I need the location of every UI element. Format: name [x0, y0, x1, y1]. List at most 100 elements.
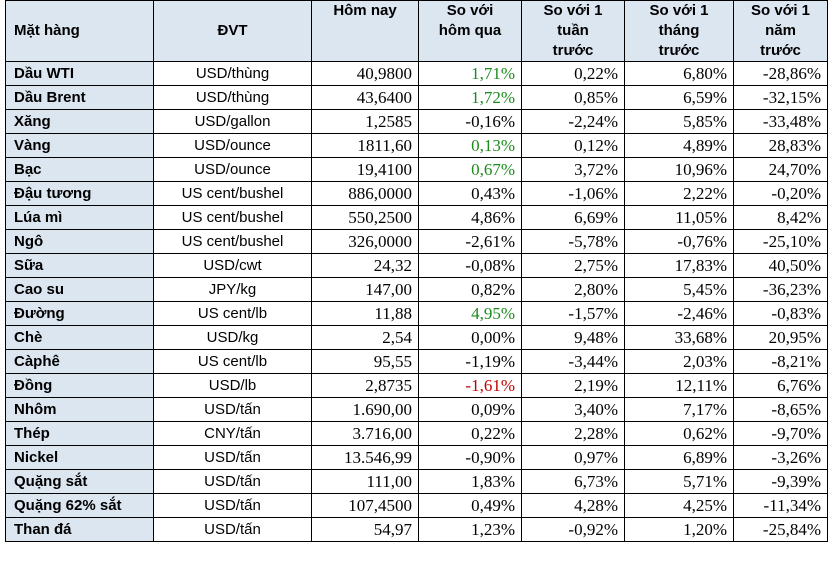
change-day-cell: 1,23% — [418, 517, 522, 542]
item-name-cell: Dầu WTI — [5, 61, 154, 86]
change-year-cell: -8,21% — [733, 349, 828, 374]
table-row: Ngô US cent/bushel 326,0000 -2,61% -5,78% -0,… — [5, 229, 828, 254]
table-row: Dầu WTI USD/thùng 40,9800 1,71% 0,22% 6,80% -2… — [5, 61, 828, 86]
unit-cell: USD/lb — [153, 373, 312, 398]
table-row: Vàng USD/ounce 1811,60 0,13% 0,12% 4,89% 28,83… — [5, 133, 828, 158]
change-month-cell: -0,76% — [624, 229, 734, 254]
header-item: Mặt hàng — [5, 0, 154, 62]
change-month-cell: 4,89% — [624, 133, 734, 158]
change-week-cell: 6,69% — [521, 205, 625, 230]
change-day-cell: 0,00% — [418, 325, 522, 350]
change-week-cell: 2,75% — [521, 253, 625, 278]
price-today-cell: 550,2500 — [311, 205, 419, 230]
unit-cell: US cent/bushel — [153, 205, 312, 230]
change-month-cell: 1,20% — [624, 517, 734, 542]
item-name-cell: Lúa mì — [5, 205, 154, 230]
price-today-cell: 40,9800 — [311, 61, 419, 86]
unit-cell: US cent/lb — [153, 349, 312, 374]
change-year-cell: -8,65% — [733, 397, 828, 422]
change-year-cell: -28,86% — [733, 61, 828, 86]
unit-cell: USD/gallon — [153, 109, 312, 134]
change-day-cell: -0,16% — [418, 109, 522, 134]
change-week-cell: 6,73% — [521, 469, 625, 494]
change-day-cell: -0,90% — [418, 445, 522, 470]
change-month-cell: 11,05% — [624, 205, 734, 230]
item-name-cell: Than đá — [5, 517, 154, 542]
change-week-cell: 2,19% — [521, 373, 625, 398]
change-month-cell: 6,89% — [624, 445, 734, 470]
change-day-cell: -0,08% — [418, 253, 522, 278]
item-name-cell: Bạc — [5, 157, 154, 182]
change-day-cell: 0,09% — [418, 397, 522, 422]
change-week-cell: 0,12% — [521, 133, 625, 158]
change-year-cell: -36,23% — [733, 277, 828, 302]
price-today-cell: 13.546,99 — [311, 445, 419, 470]
table-row: Nhôm USD/tấn 1.690,00 0,09% 3,40% 7,17% -8,65% — [5, 397, 828, 422]
table-row: Xăng USD/gallon 1,2585 -0,16% -2,24% 5,85% -33… — [5, 109, 828, 134]
change-day-cell: -2,61% — [418, 229, 522, 254]
change-day-cell: 0,67% — [418, 157, 522, 182]
change-month-cell: 6,59% — [624, 85, 734, 110]
unit-cell: CNY/tấn — [153, 421, 312, 446]
change-year-cell: -25,84% — [733, 517, 828, 542]
change-year-cell: -9,39% — [733, 469, 828, 494]
item-name-cell: Ngô — [5, 229, 154, 254]
unit-cell: USD/tấn — [153, 445, 312, 470]
table-row: Nickel USD/tấn 13.546,99 -0,90% 0,97% 6,89% -3… — [5, 445, 828, 470]
change-day-cell: 0,82% — [418, 277, 522, 302]
change-week-cell: -5,78% — [521, 229, 625, 254]
change-year-cell: -25,10% — [733, 229, 828, 254]
item-name-cell: Đậu tương — [5, 181, 154, 206]
change-year-cell: 20,95% — [733, 325, 828, 350]
change-day-cell: 0,43% — [418, 181, 522, 206]
change-year-cell: 28,83% — [733, 133, 828, 158]
table-row: Quặng 62% sắt USD/tấn 107,4500 0,49% 4,28% 4,… — [5, 493, 828, 518]
price-today-cell: 1,2585 — [311, 109, 419, 134]
change-year-cell: 40,50% — [733, 253, 828, 278]
price-today-cell: 1.690,00 — [311, 397, 419, 422]
change-week-cell: 3,72% — [521, 157, 625, 182]
item-name-cell: Vàng — [5, 133, 154, 158]
price-today-cell: 107,4500 — [311, 493, 419, 518]
change-year-cell: 8,42% — [733, 205, 828, 230]
price-today-cell: 147,00 — [311, 277, 419, 302]
change-year-cell: -3,26% — [733, 445, 828, 470]
price-today-cell: 2,54 — [311, 325, 419, 350]
change-day-cell: 4,95% — [418, 301, 522, 326]
item-name-cell: Dầu Brent — [5, 85, 154, 110]
change-month-cell: 10,96% — [624, 157, 734, 182]
unit-cell: USD/tấn — [153, 493, 312, 518]
change-week-cell: 0,85% — [521, 85, 625, 110]
price-today-cell: 19,4100 — [311, 157, 419, 182]
change-week-cell: 2,28% — [521, 421, 625, 446]
item-name-cell: Càphê — [5, 349, 154, 374]
item-name-cell: Nickel — [5, 445, 154, 470]
change-month-cell: 33,68% — [624, 325, 734, 350]
change-year-cell: 24,70% — [733, 157, 828, 182]
table-row: Càphê US cent/lb 95,55 -1,19% -3,44% 2,03% -8,… — [5, 349, 828, 374]
change-week-cell: 0,22% — [521, 61, 625, 86]
header-today: Hôm nay — [311, 0, 419, 62]
item-name-cell: Đồng — [5, 373, 154, 398]
header-vs-yesterday: So với hôm qua — [418, 0, 522, 62]
unit-cell: USD/ounce — [153, 133, 312, 158]
change-month-cell: -2,46% — [624, 301, 734, 326]
unit-cell: USD/thùng — [153, 61, 312, 86]
table-row: Dầu Brent USD/thùng 43,6400 1,72% 0,85% 6,59%… — [5, 85, 828, 110]
change-month-cell: 17,83% — [624, 253, 734, 278]
item-name-cell: Chè — [5, 325, 154, 350]
change-year-cell: -9,70% — [733, 421, 828, 446]
change-week-cell: 3,40% — [521, 397, 625, 422]
price-today-cell: 2,8735 — [311, 373, 419, 398]
item-name-cell: Quặng sắt — [5, 469, 154, 494]
change-day-cell: -1,61% — [418, 373, 522, 398]
unit-cell: USD/tấn — [153, 517, 312, 542]
change-day-cell: 0,49% — [418, 493, 522, 518]
change-week-cell: -1,06% — [521, 181, 625, 206]
header-vs-week: So với 1 tuần trước — [521, 0, 625, 62]
price-today-cell: 24,32 — [311, 253, 419, 278]
change-month-cell: 7,17% — [624, 397, 734, 422]
table-row: Đồng USD/lb 2,8735 -1,61% 2,19% 12,11% 6,76% — [5, 373, 828, 398]
change-week-cell: 9,48% — [521, 325, 625, 350]
price-today-cell: 54,97 — [311, 517, 419, 542]
